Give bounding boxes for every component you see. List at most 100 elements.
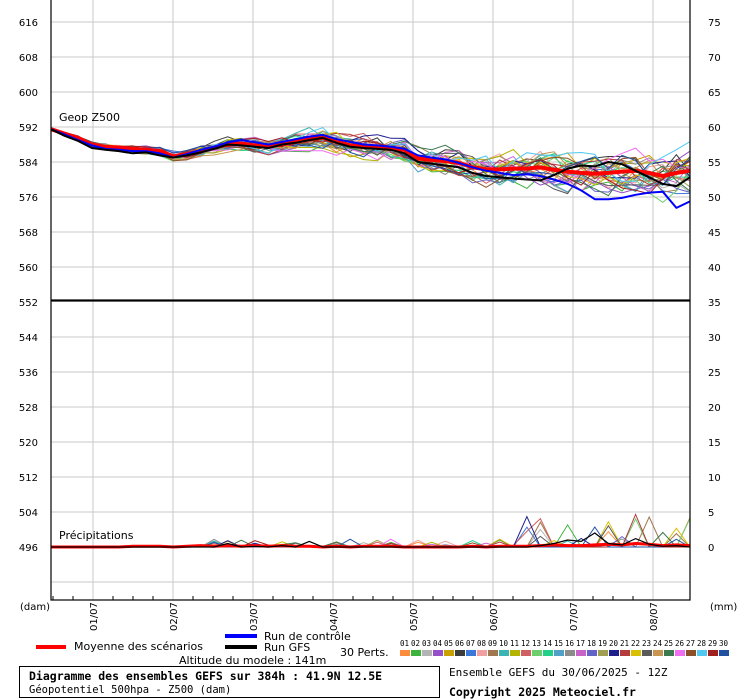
x-tick-label: 03/07 bbox=[249, 602, 260, 631]
perturbation-line bbox=[50, 129, 691, 186]
perturbation-swatch bbox=[653, 650, 663, 656]
x-tick-label: 01/07 bbox=[89, 602, 100, 631]
y-tick-label: 616 bbox=[19, 18, 38, 29]
y-tick-label: 512 bbox=[19, 473, 38, 484]
y2-tick-label: 70 bbox=[708, 53, 721, 64]
perturbation-number: 29 bbox=[708, 639, 718, 648]
y2-tick-label: 35 bbox=[708, 298, 721, 309]
perturbation-precip-line bbox=[51, 513, 690, 548]
x-tick-label: 07/07 bbox=[569, 602, 580, 631]
run-info: Ensemble GEFS du 30/06/2025 - 12Z bbox=[449, 666, 668, 679]
y2-tick-label: 75 bbox=[708, 18, 721, 29]
perturbation-swatch bbox=[587, 650, 597, 656]
y-tick-label: 608 bbox=[19, 53, 38, 64]
perturbation-number: 05 bbox=[444, 639, 454, 648]
perturbation-number: 25 bbox=[664, 639, 674, 648]
y2-tick-label: 40 bbox=[708, 263, 721, 274]
perturbation-swatch bbox=[543, 650, 553, 656]
perturbation-swatch bbox=[664, 650, 674, 656]
y2-tick-label: 55 bbox=[708, 158, 721, 169]
y-tick-label: 576 bbox=[19, 193, 38, 204]
perturbation-number: 12 bbox=[521, 639, 531, 648]
y-tick-label: 536 bbox=[19, 368, 38, 379]
y-tick-label: 528 bbox=[19, 403, 38, 414]
y-tick-label: 560 bbox=[19, 263, 38, 274]
perturbation-swatch bbox=[411, 650, 421, 656]
y2-tick-label: 20 bbox=[708, 403, 721, 414]
y2-tick-label: 5 bbox=[708, 508, 714, 519]
series-line bbox=[50, 128, 691, 209]
perturbation-swatch bbox=[532, 650, 542, 656]
y2-tick-label: 60 bbox=[708, 123, 721, 134]
perturbation-swatch bbox=[466, 650, 476, 656]
y-tick-label: 600 bbox=[19, 88, 38, 99]
perturbation-number: 03 bbox=[422, 639, 432, 648]
x-tick-label: 02/07 bbox=[169, 602, 180, 631]
perturbation-number: 24 bbox=[653, 639, 663, 648]
perturbation-swatch bbox=[609, 650, 619, 656]
y-tick-label: 592 bbox=[19, 123, 38, 134]
y-tick-label: 520 bbox=[19, 438, 38, 449]
perturbation-number: 27 bbox=[686, 639, 696, 648]
control-legend-line bbox=[225, 634, 257, 638]
perturbation-number: 19 bbox=[598, 639, 608, 648]
series-line bbox=[50, 128, 691, 188]
y2-tick-label: 45 bbox=[708, 228, 721, 239]
perturbation-number: 13 bbox=[532, 639, 542, 648]
perturbation-swatch bbox=[708, 650, 718, 656]
perturbation-swatch bbox=[620, 650, 630, 656]
perturbation-swatch bbox=[488, 650, 498, 656]
bottom-panel-label: Précipitations bbox=[59, 529, 134, 542]
y-tick-label: 584 bbox=[19, 158, 38, 169]
perturbation-swatch bbox=[433, 650, 443, 656]
perturbation-swatch bbox=[422, 650, 432, 656]
perturbation-number: 06 bbox=[455, 639, 465, 648]
perturbation-number: 28 bbox=[697, 639, 707, 648]
y2-tick-label: 30 bbox=[708, 333, 721, 344]
perturbation-number: 04 bbox=[433, 639, 443, 648]
control-legend-label: Run de contrôle bbox=[264, 630, 351, 643]
perts-legend-label: 30 Perts. bbox=[340, 646, 389, 659]
y2-tick-label: 65 bbox=[708, 88, 721, 99]
perturbation-swatch bbox=[477, 650, 487, 656]
x-tick-label: 06/07 bbox=[489, 602, 500, 631]
perturbation-number: 18 bbox=[587, 639, 597, 648]
perturbation-swatch bbox=[675, 650, 685, 656]
perturbation-number: 20 bbox=[609, 639, 619, 648]
perturbation-swatch bbox=[444, 650, 454, 656]
perturbation-precip-line bbox=[51, 517, 691, 548]
y-tick-label: 552 bbox=[19, 298, 38, 309]
top-panel-label: Geop Z500 bbox=[59, 111, 120, 124]
y2-tick-label: 10 bbox=[708, 473, 721, 484]
footer-title: Diagramme des ensembles GEFS sur 384h : … bbox=[29, 669, 383, 683]
perturbation-swatch bbox=[598, 650, 608, 656]
perturbation-number: 17 bbox=[576, 639, 586, 648]
right-axis-unit: (mm) bbox=[710, 602, 737, 613]
perturbation-number: 10 bbox=[499, 639, 509, 648]
x-tick-label: 04/07 bbox=[329, 602, 340, 631]
y2-tick-label: 25 bbox=[708, 368, 721, 379]
main-series bbox=[50, 127, 691, 549]
perturbation-number: 22 bbox=[631, 639, 641, 648]
copyright: Copyright 2025 Meteociel.fr bbox=[449, 685, 636, 699]
perturbation-number: 01 bbox=[400, 639, 410, 648]
perturbation-number: 15 bbox=[554, 639, 564, 648]
y-tick-label: 496 bbox=[19, 543, 38, 554]
perturbation-swatch bbox=[499, 650, 509, 656]
perturbation-number: 21 bbox=[620, 639, 630, 648]
perturbation-number: 16 bbox=[565, 639, 575, 648]
perturbation-number: 14 bbox=[543, 639, 553, 648]
perturbation-number: 23 bbox=[642, 639, 652, 648]
x-tick-label: 05/07 bbox=[409, 602, 420, 631]
x-tick-label: 08/07 bbox=[649, 602, 660, 631]
perturbation-number: 09 bbox=[488, 639, 498, 648]
perturbation-number: 30 bbox=[719, 639, 729, 648]
series-line bbox=[50, 127, 691, 178]
perturbation-swatch bbox=[697, 650, 707, 656]
perturbation-swatch bbox=[521, 650, 531, 656]
precip-series-line bbox=[51, 532, 691, 548]
y-tick-label: 568 bbox=[19, 228, 38, 239]
gfs-legend-label: Run GFS bbox=[264, 641, 311, 654]
